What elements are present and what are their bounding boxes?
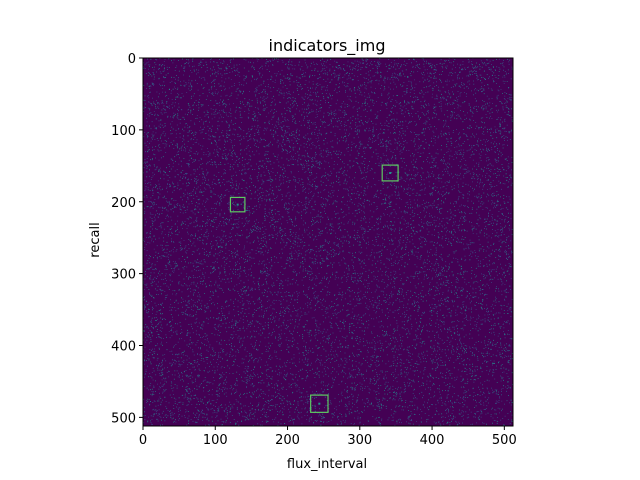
indicator-box [381,164,399,182]
indicator-point [318,402,321,405]
indicator-point [236,203,239,206]
x-tick-label: 300 [347,433,372,448]
heatmap-background [143,58,513,426]
y-axis-ticks: 0 100 200 300 400 500 [111,52,143,426]
indicator-box [229,196,246,213]
y-tick-label: 200 [111,196,136,211]
x-tick-label: 0 [139,433,147,448]
y-axis-label: recall [88,222,103,257]
indicator-boxes [229,164,399,413]
x-axis-ticks: 0 100 200 300 400 500 [139,426,517,448]
plot-frame [142,57,514,427]
x-tick-label: 500 [492,433,517,448]
plot-area [142,57,514,427]
x-axis-label: flux_interval [287,457,367,472]
x-tick-label: 100 [203,433,228,448]
indicator-point [389,172,392,174]
y-tick-label: 0 [128,52,136,67]
chart-title: indicators_img [269,36,386,56]
y-tick-label: 500 [111,411,136,426]
indicator-box [310,394,329,413]
y-tick-label: 100 [111,124,136,139]
x-tick-label: 400 [420,433,445,448]
x-tick-label: 200 [275,433,300,448]
y-tick-label: 300 [111,268,136,283]
y-tick-label: 400 [111,340,136,355]
